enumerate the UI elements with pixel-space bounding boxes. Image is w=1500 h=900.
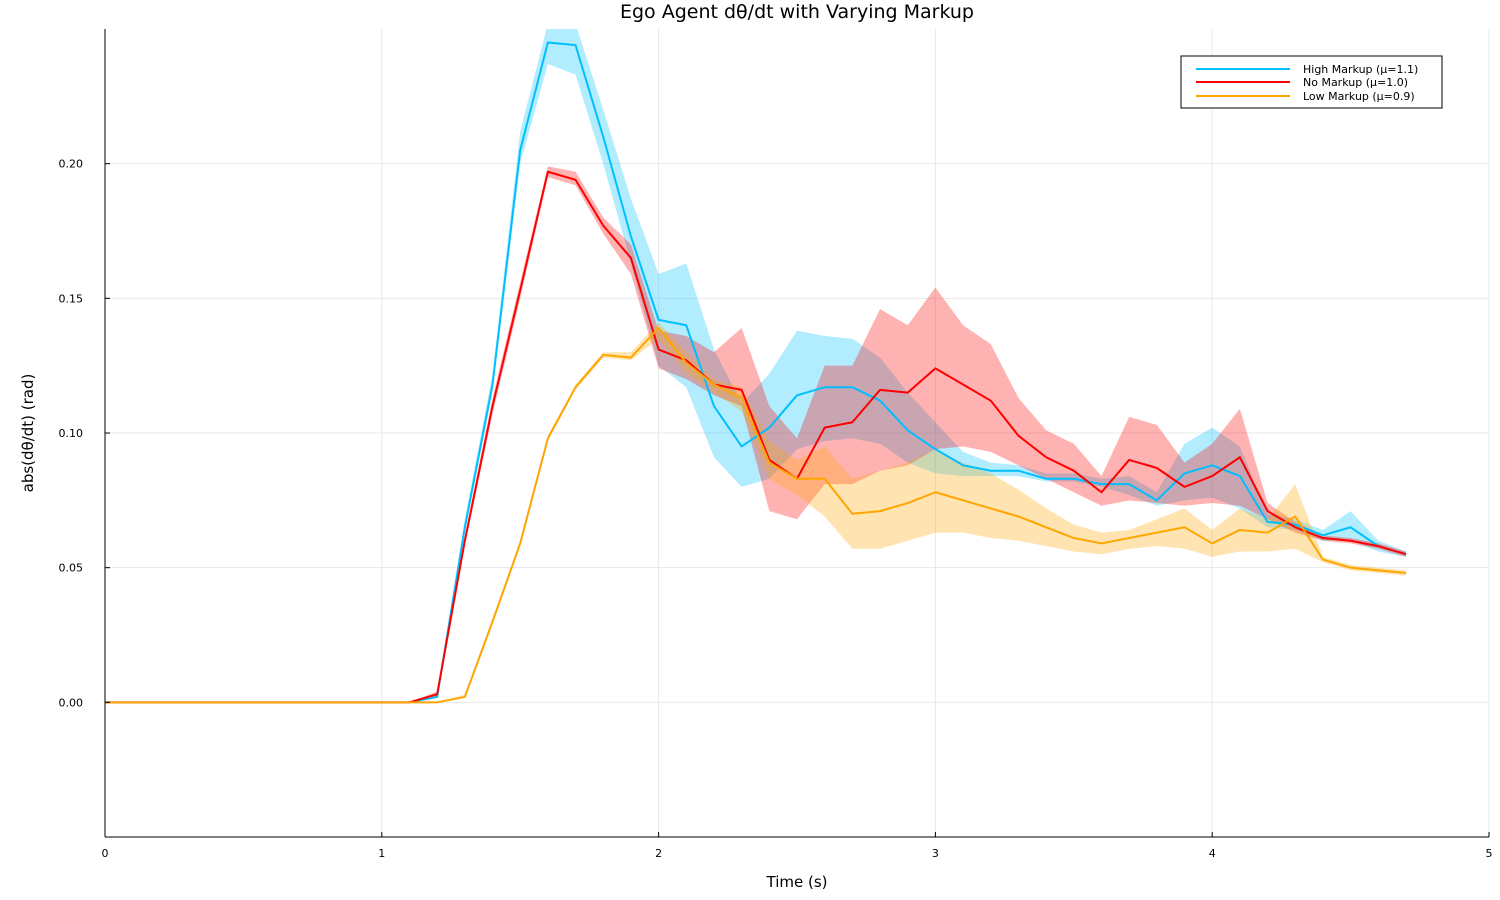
no-markup-band — [105, 166, 1406, 703]
y-tick-label: 0.05 — [59, 562, 84, 575]
x-tick-label: 3 — [932, 847, 939, 860]
confidence-bands — [105, 29, 1406, 703]
y-tick-label: 0.00 — [59, 696, 84, 709]
x-tick-label: 2 — [655, 847, 662, 860]
x-tick-label: 5 — [1486, 847, 1493, 860]
y-tick-label: 0.10 — [59, 427, 84, 440]
low-markup-line — [105, 326, 1407, 704]
tick-labels: 0 1 2 3 4 5 0.00 0.05 0.10 0.15 0.20 — [59, 158, 1493, 860]
x-tick-label: 0 — [102, 847, 109, 860]
x-tick-label: 1 — [378, 847, 385, 860]
series-lines — [105, 41, 1407, 704]
y-tick-label: 0.15 — [59, 292, 84, 305]
high-markup-band — [105, 29, 1406, 703]
legend-label-high-markup: High Markup (μ=1.1) — [1303, 63, 1418, 76]
x-axis-title: Time (s) — [766, 873, 828, 891]
y-axis-title: abs(dθ/dt) (rad) — [19, 374, 37, 493]
chart-title: Ego Agent dθ/dt with Varying Markup — [620, 1, 974, 23]
legend-label-no-markup: No Markup (μ=1.0) — [1303, 76, 1408, 89]
legend: High Markup (μ=1.1) No Markup (μ=1.0) Lo… — [1180, 55, 1443, 109]
y-tick-label: 0.20 — [59, 158, 84, 171]
axes — [104, 29, 1490, 838]
x-tick-label: 4 — [1209, 847, 1216, 860]
legend-label-low-markup: Low Markup (μ=0.9) — [1303, 90, 1415, 103]
